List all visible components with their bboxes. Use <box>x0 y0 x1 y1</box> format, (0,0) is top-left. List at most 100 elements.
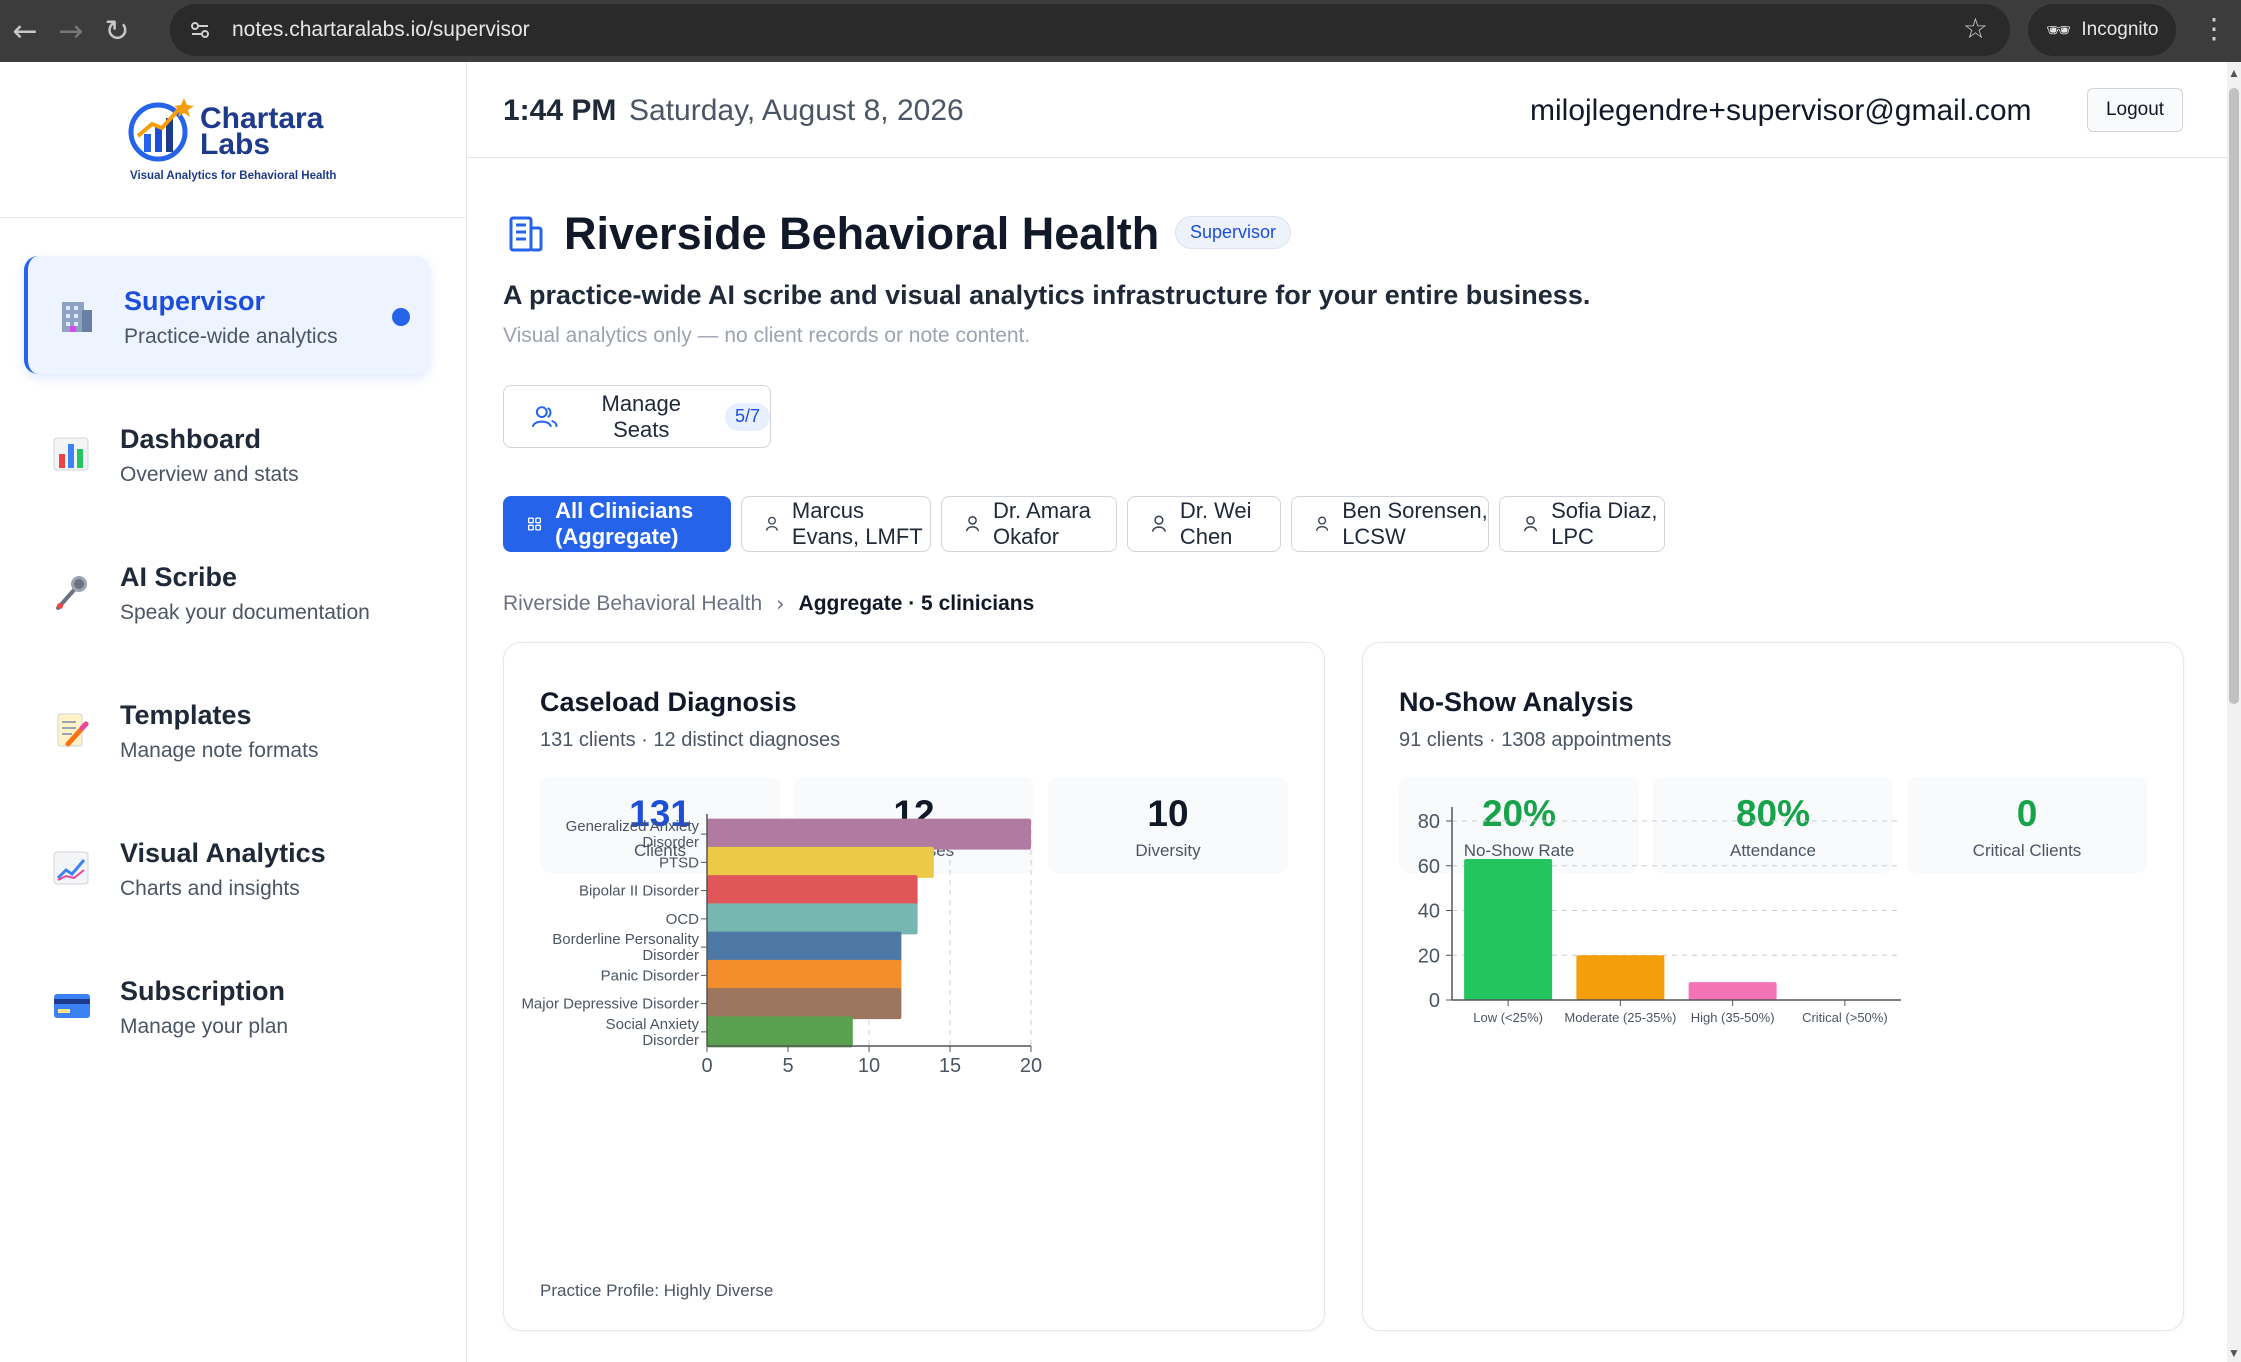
chart-bar <box>707 959 902 991</box>
bookmark-star-icon[interactable]: ☆ <box>1962 12 1988 45</box>
sidebar-item-title: AI Scribe <box>120 562 238 592</box>
tab-label: Ben Sorensen, LCSW <box>1342 498 1488 549</box>
no-show-analysis-card: No-Show Analysis 91 clients · 1308 appoi… <box>1362 642 2184 1331</box>
address-bar[interactable]: notes.chartaralabs.io/supervisor ☆ <box>170 4 2010 56</box>
sidebar-item-subscription[interactable]: Subscription Manage your plan <box>24 946 430 1064</box>
back-arrow-icon[interactable]: ← <box>12 13 38 49</box>
y-tick-label: 40 <box>1418 901 1440 923</box>
caseload-diagnosis-card: Caseload Diagnosis 131 clients · 12 dist… <box>503 642 1325 1331</box>
grid-icon <box>528 517 542 531</box>
y-tick-label: Borderline Personality Disorder <box>552 931 699 964</box>
y-tick-label: 80 <box>1418 811 1440 833</box>
sidebar-item-subtitle: Manage note formats <box>120 739 319 762</box>
stat-attendance: 80% Attendance <box>1653 777 1893 873</box>
user-icon <box>966 516 980 532</box>
chart-bar <box>1464 859 1553 1000</box>
stat-critical-clients: 0 Critical Clients <box>1907 777 2147 873</box>
breadcrumb-root[interactable]: Riverside Behavioral Health <box>503 592 763 615</box>
sidebar-item-subtitle: Speak your documentation <box>120 601 370 624</box>
sidebar-item-templates[interactable]: Templates Manage note formats <box>24 670 430 788</box>
sidebar-item-subtitle: Manage your plan <box>120 1015 289 1038</box>
y-tick-label: PTSD <box>659 854 699 871</box>
user-icon <box>1152 515 1166 532</box>
incognito-indicator[interactable]: 🕶 Incognito <box>2028 4 2176 56</box>
main-content: Riverside Behavioral Health Supervisor A… <box>467 158 2227 1362</box>
manage-seats-button[interactable]: Manage Seats 5/7 <box>503 385 771 448</box>
sidebar-item-dashboard[interactable]: Dashboard Overview and stats <box>24 394 430 512</box>
reload-icon[interactable]: ↻ <box>104 13 130 49</box>
x-tick-label: 10 <box>858 1055 880 1077</box>
chart-bar <box>707 1016 853 1048</box>
tab-clinician[interactable]: Ben Sorensen, LCSW <box>1291 496 1489 552</box>
chevron-right-icon: › <box>776 592 785 616</box>
sidebar-item-supervisor[interactable]: Supervisor Practice-wide analytics <box>24 256 430 374</box>
stat-value: 20% <box>1481 793 1557 834</box>
user-icon <box>766 516 778 531</box>
card-subtitle: 131 clients · 12 distinct diagnoses <box>540 729 841 751</box>
incognito-label: Incognito <box>2081 19 2159 40</box>
page-scrollbar[interactable]: ▲ ▼ <box>2227 62 2241 1362</box>
chart-bar <box>707 931 902 963</box>
organization-building-icon <box>509 216 543 252</box>
y-tick-label: Social Anxiety Disorder <box>606 1016 700 1049</box>
stat-value: 0 <box>2016 793 2038 834</box>
seats-count-badge: 5/7 <box>724 402 770 431</box>
header-bar: 1:44 PM Saturday, August 8, 2026 milojle… <box>467 62 2227 158</box>
chart-bar <box>707 875 918 907</box>
stat-no-show-rate: 20% No-Show Rate <box>1399 777 1639 873</box>
tab-label: Marcus Evans, LMFT <box>791 498 923 549</box>
url-text: notes.chartaralabs.io/supervisor <box>232 18 530 41</box>
scroll-down-arrow-icon[interactable]: ▼ <box>2228 1346 2240 1360</box>
card-title: No-Show Analysis <box>1399 687 1634 717</box>
stat-value: 10 <box>1147 793 1189 834</box>
chart-bar <box>707 818 1031 850</box>
sidebar-item-ai-scribe[interactable]: AI Scribe Speak your documentation <box>24 532 430 650</box>
chart-bar <box>707 988 902 1020</box>
sidebar-item-visual-analytics[interactable]: Visual Analytics Charts and insights <box>24 808 430 926</box>
user-icon <box>1524 515 1538 532</box>
stat-value: 80% <box>1735 793 1811 834</box>
site-settings-icon[interactable] <box>182 12 218 48</box>
memo-icon <box>57 713 89 747</box>
brand-tagline: Visual Analytics for Behavioral Health <box>130 170 337 182</box>
sidebar-item-subtitle: Practice-wide analytics <box>124 325 338 348</box>
y-tick-label: OCD <box>666 911 700 928</box>
privacy-note: Visual analytics only — no client record… <box>503 324 1031 347</box>
y-tick-label: Bipolar II Disorder <box>579 883 699 900</box>
tab-label: All Clinicians (Aggregate) <box>555 498 694 549</box>
stat-label: No-Show Rate <box>1463 841 1575 860</box>
tab-all-clinicians[interactable]: All Clinicians (Aggregate) <box>503 496 731 552</box>
tab-clinician[interactable]: Dr. Wei Chen <box>1127 496 1281 552</box>
y-tick-label: 20 <box>1418 945 1440 967</box>
sidebar-item-title: Supervisor <box>124 286 266 316</box>
active-indicator-dot <box>392 308 410 326</box>
scroll-up-arrow-icon[interactable]: ▲ <box>2228 66 2240 80</box>
user-icon <box>1316 516 1329 531</box>
chart-bar <box>1688 982 1777 1000</box>
sidebar-item-title: Dashboard <box>120 424 262 454</box>
microphone-icon <box>56 576 87 610</box>
page-title: Riverside Behavioral Health <box>564 208 1160 259</box>
current-time: 1:44 PM <box>503 94 617 127</box>
x-tick-label: High (35-50%) <box>1691 1010 1775 1025</box>
chart-bar <box>707 903 918 935</box>
forward-arrow-icon[interactable]: → <box>58 13 84 49</box>
sidebar-item-title: Visual Analytics <box>120 838 326 868</box>
sidebar-item-subtitle: Overview and stats <box>120 463 299 486</box>
chart-bar <box>1576 955 1665 1000</box>
current-date: Saturday, August 8, 2026 <box>629 94 964 127</box>
brand-name-line2: Labs <box>200 128 271 161</box>
brand-logo[interactable]: Chartara Labs Visual Analytics for Behav… <box>0 62 467 218</box>
sidebar-item-title: Templates <box>120 700 252 730</box>
page-tagline: A practice-wide AI scribe and visual ana… <box>503 280 1591 310</box>
y-tick-label: 60 <box>1418 856 1440 878</box>
tab-clinician[interactable]: Sofia Diaz, LPC <box>1499 496 1665 552</box>
tab-clinician[interactable]: Dr. Amara Okafor <box>941 496 1117 552</box>
scrollbar-thumb[interactable] <box>2229 88 2239 704</box>
logout-button[interactable]: Logout <box>2087 88 2183 132</box>
sidebar-item-title: Subscription <box>120 976 286 1006</box>
browser-menu-icon[interactable]: ⋮ <box>2200 12 2228 45</box>
x-tick-label: 5 <box>782 1055 793 1077</box>
tab-clinician[interactable]: Marcus Evans, LMFT <box>741 496 931 552</box>
caseload-diagnosis-chart: Generalized Anxiety Disorder PTSD Bipolar I… <box>521 814 1042 1077</box>
